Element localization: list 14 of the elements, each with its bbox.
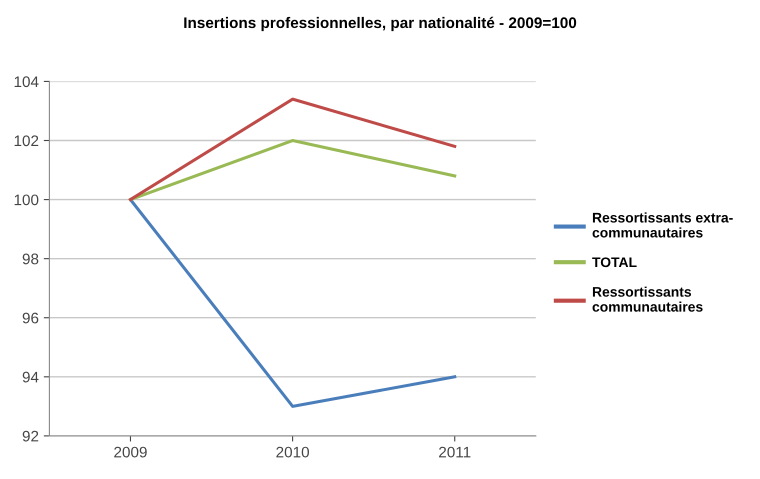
y-tick-label: 104	[14, 76, 39, 88]
y-tick-label: 92	[22, 430, 38, 442]
x-tick-label: 2009	[114, 446, 147, 458]
chart-title: Insertions professionnelles, par nationalité - 2009=100	[184, 16, 576, 32]
x-tick-label: 2010	[276, 446, 309, 458]
y-tick-label: 100	[14, 194, 38, 206]
y-tick-label: 94	[22, 372, 39, 382]
x-tick-label: 2011	[439, 446, 470, 458]
legend-label: Ressortissants communautaires	[592, 286, 703, 312]
legend-label: Ressortissants extra- communautaires	[592, 212, 733, 238]
y-tick-label: 102	[14, 135, 38, 146]
y-tick-label: 98	[22, 254, 38, 264]
legend-label: TOTAL	[592, 257, 637, 268]
y-tick-label: 96	[22, 312, 38, 324]
